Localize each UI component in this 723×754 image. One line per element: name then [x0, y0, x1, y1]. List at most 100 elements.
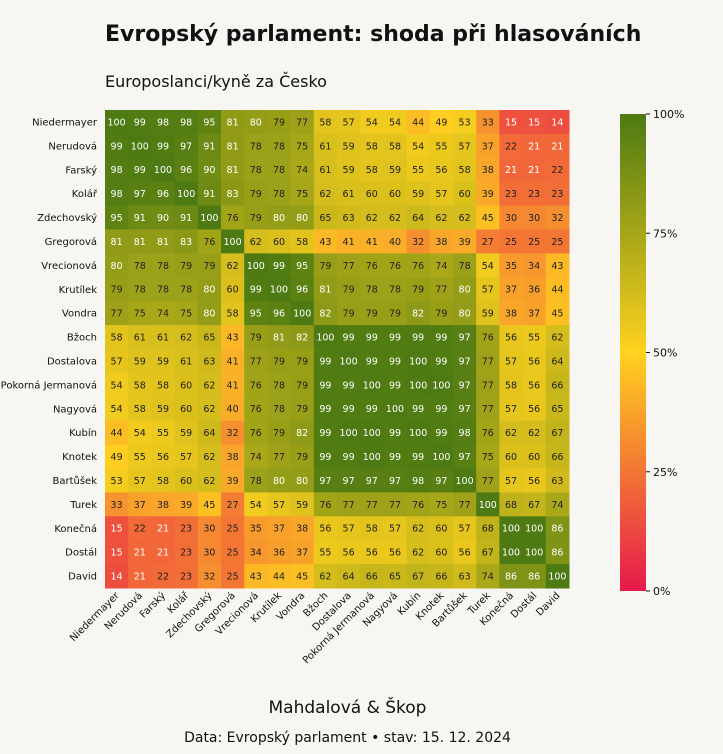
heatmap-cell [383, 133, 408, 159]
cell-value-label: 97 [134, 189, 146, 200]
heatmap-cell [151, 133, 176, 159]
cell-value-label: 54 [389, 117, 401, 128]
cell-value-label: 76 [250, 404, 262, 415]
cell-value-label: 32 [227, 428, 239, 439]
heatmap-cell [221, 420, 245, 446]
heatmap-cell [313, 325, 338, 350]
heatmap-cell [267, 349, 292, 374]
heatmap-cell [313, 181, 338, 207]
heatmap-cell [383, 157, 408, 183]
cell-value-label: 77 [482, 356, 494, 367]
heatmap-cell [128, 277, 152, 302]
heatmap-cell [476, 516, 500, 541]
cell-value-label: 15 [111, 548, 123, 559]
cell-value-label: 76 [482, 332, 494, 343]
heatmap-cell [290, 301, 315, 326]
cell-value-label: 57 [389, 524, 401, 535]
cell-value-label: 100 [409, 428, 427, 439]
cell-value-label: 61 [134, 332, 146, 343]
heatmap-cell [221, 277, 245, 302]
cell-value-label: 58 [157, 476, 169, 487]
cell-value-label: 86 [551, 548, 563, 559]
x-axis-labels: NiedermayerNerudováFarskýKolářZdechovský… [68, 589, 562, 666]
cell-value-label: 32 [551, 213, 563, 224]
cell-value-label: 100 [316, 332, 334, 343]
heatmap-cell [128, 301, 152, 326]
heatmap-cell [429, 110, 454, 135]
cell-value-label: 65 [319, 213, 331, 224]
cell-value-label: 99 [111, 141, 123, 152]
heatmap-cell [197, 253, 222, 278]
heatmap-cell [244, 372, 268, 398]
heatmap-cell [128, 229, 152, 254]
cell-value-label: 59 [180, 428, 192, 439]
cell-value-label: 76 [319, 500, 331, 511]
y-axis-labels: Niedermayer Nerudová Farský Kolář Zdechovský… [1, 117, 98, 582]
heatmap-cell [360, 349, 384, 374]
cell-value-label: 41 [343, 237, 355, 248]
cell-value-label: 41 [366, 237, 378, 248]
heatmap-cell [244, 492, 268, 517]
heatmap-cell [499, 420, 524, 446]
heatmap-cell [522, 110, 547, 135]
cell-value-label: 99 [366, 332, 378, 343]
cell-value-label: 58 [366, 165, 378, 176]
heatmap-cell [429, 492, 454, 517]
cell-value-label: 34 [528, 261, 540, 272]
heatmap-cell [174, 133, 199, 159]
heatmap-cell [429, 181, 454, 207]
heatmap-cell [313, 564, 338, 589]
heatmap-cell [174, 516, 199, 541]
heatmap-cell [383, 468, 408, 493]
y-tick-label: Bžoch [67, 332, 97, 344]
cell-value-label: 96 [273, 309, 285, 320]
cell-value-label: 76 [412, 500, 424, 511]
cell-value-label: 98 [412, 476, 424, 487]
cell-value-label: 35 [250, 524, 262, 535]
cell-value-label: 44 [111, 428, 123, 439]
cell-value-label: 25 [551, 237, 563, 248]
heatmap-cell [429, 301, 454, 326]
cell-value-label: 97 [343, 476, 355, 487]
y-tick-label: Kolář [72, 188, 98, 200]
cell-value-label: 56 [505, 332, 517, 343]
cell-value-label: 100 [363, 452, 381, 463]
heatmap-cell [453, 229, 477, 254]
cell-value-label: 59 [482, 309, 494, 320]
y-tick-label: Nerudová [48, 140, 97, 152]
heatmap-cell [244, 133, 268, 159]
cell-value-label: 78 [273, 380, 285, 391]
cell-value-label: 60 [435, 524, 447, 535]
heatmap-cell [151, 492, 176, 517]
heatmap-cell [313, 157, 338, 183]
y-tick-label: Pokorná Jermanová [1, 379, 97, 391]
cell-value-label: 77 [389, 500, 401, 511]
cell-value-label: 41 [227, 356, 239, 367]
cell-value-label: 75 [435, 500, 447, 511]
cell-value-label: 60 [389, 189, 401, 200]
heatmap-cell [244, 468, 268, 493]
heatmap-cell [105, 492, 129, 517]
heatmap-cell [221, 349, 245, 374]
cell-value-label: 56 [366, 548, 378, 559]
cell-value-label: 56 [528, 356, 540, 367]
y-tick-label: Bartůšek [52, 475, 97, 487]
heatmap-cells: 100 99 98 98 95 81 80 79 77 58 57 54 54 44 49 53 33 15 15 1… [105, 110, 570, 589]
cell-value-label: 79 [296, 356, 308, 367]
cell-value-label: 78 [180, 285, 192, 296]
heatmap-cell [406, 420, 431, 446]
cell-value-label: 80 [203, 285, 215, 296]
cell-value-label: 39 [180, 500, 192, 511]
cell-value-label: 30 [505, 213, 517, 224]
heatmap-cell [337, 325, 361, 350]
heatmap-cell [174, 468, 199, 493]
cell-value-label: 97 [389, 476, 401, 487]
heatmap-cell [453, 301, 477, 326]
heatmap-cell [105, 229, 129, 254]
cell-value-label: 43 [551, 261, 563, 272]
cell-value-label: 64 [343, 571, 355, 582]
cell-value-label: 66 [551, 452, 563, 463]
cell-value-label: 91 [134, 213, 146, 224]
cell-value-label: 58 [366, 524, 378, 535]
heatmap-cell [174, 325, 199, 350]
